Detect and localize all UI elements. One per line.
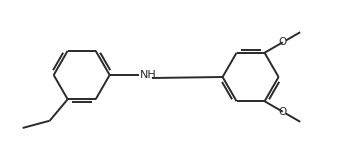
Text: NH: NH: [140, 70, 157, 80]
Text: O: O: [279, 107, 287, 117]
Text: O: O: [279, 37, 287, 47]
